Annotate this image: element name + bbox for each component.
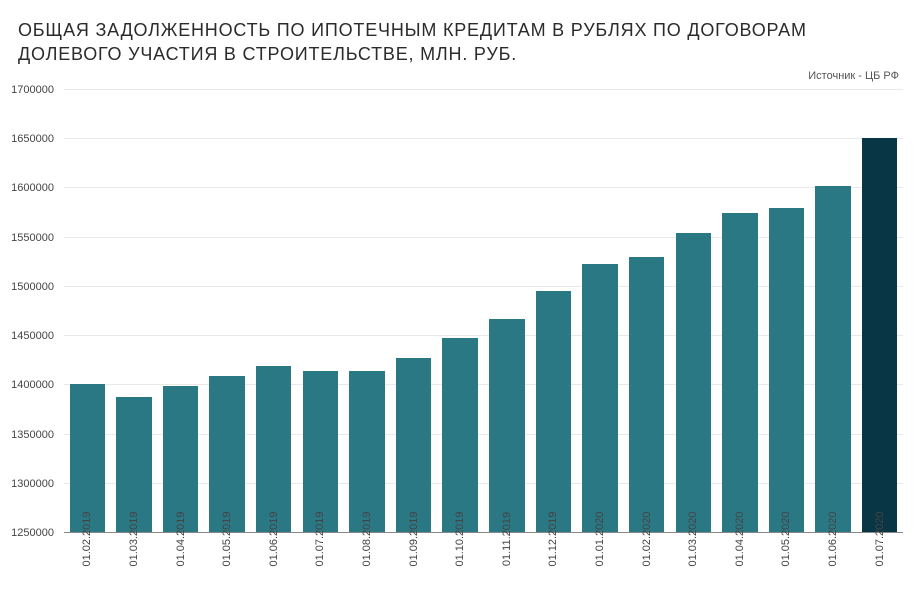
x-tick-label: 01.06.2020 bbox=[827, 511, 839, 566]
x-tick-label: 01.02.2019 bbox=[81, 511, 93, 566]
x-label-wrap: 01.02.2019 bbox=[64, 535, 111, 615]
bar-wrap bbox=[577, 90, 624, 533]
bar bbox=[303, 371, 338, 533]
bar bbox=[629, 257, 664, 533]
y-tick-label: 1350000 bbox=[11, 429, 54, 441]
bar bbox=[442, 338, 477, 533]
x-label-wrap: 01.08.2019 bbox=[344, 535, 391, 615]
bar-wrap bbox=[64, 90, 111, 533]
x-label-wrap: 01.11.2019 bbox=[483, 535, 530, 615]
y-tick-label: 1500000 bbox=[11, 281, 54, 293]
plot-area bbox=[64, 90, 903, 533]
bar-wrap bbox=[623, 90, 670, 533]
x-axis-line bbox=[64, 532, 903, 533]
y-tick-label: 1600000 bbox=[11, 182, 54, 194]
x-tick-label: 01.03.2019 bbox=[128, 511, 140, 566]
bar bbox=[722, 213, 757, 533]
x-tick-label: 01.09.2019 bbox=[408, 511, 420, 566]
bar-wrap bbox=[157, 90, 204, 533]
bar bbox=[396, 358, 431, 533]
bar-wrap bbox=[763, 90, 810, 533]
x-tick-label: 01.05.2019 bbox=[221, 511, 233, 566]
bar-wrap bbox=[717, 90, 764, 533]
bar-wrap bbox=[856, 90, 903, 533]
bar-wrap bbox=[483, 90, 530, 533]
x-label-wrap: 01.05.2020 bbox=[763, 535, 810, 615]
x-tick-label: 01.10.2019 bbox=[454, 511, 466, 566]
x-label-wrap: 01.09.2019 bbox=[390, 535, 437, 615]
bars-group bbox=[64, 90, 903, 533]
x-tick-label: 01.08.2019 bbox=[361, 511, 373, 566]
y-tick-label: 1300000 bbox=[11, 478, 54, 490]
x-label-wrap: 01.03.2020 bbox=[670, 535, 717, 615]
bar bbox=[676, 233, 711, 533]
chart-title: ОБЩАЯ ЗАДОЛЖЕННОСТЬ ПО ИПОТЕЧНЫМ КРЕДИТА… bbox=[18, 18, 897, 67]
x-label-wrap: 01.06.2019 bbox=[250, 535, 297, 615]
y-tick-label: 1450000 bbox=[11, 330, 54, 342]
y-tick-label: 1400000 bbox=[11, 379, 54, 391]
y-tick-label: 1700000 bbox=[11, 84, 54, 96]
x-label-wrap: 01.07.2019 bbox=[297, 535, 344, 615]
x-label-wrap: 01.10.2019 bbox=[437, 535, 484, 615]
bar bbox=[209, 376, 244, 533]
bar-wrap bbox=[530, 90, 577, 533]
x-label-wrap: 01.12.2019 bbox=[530, 535, 577, 615]
x-tick-label: 01.01.2020 bbox=[594, 511, 606, 566]
bar-wrap bbox=[297, 90, 344, 533]
bar bbox=[349, 371, 384, 533]
x-tick-label: 01.06.2019 bbox=[268, 511, 280, 566]
x-label-wrap: 01.02.2020 bbox=[623, 535, 670, 615]
bar bbox=[862, 138, 897, 533]
x-tick-label: 01.07.2020 bbox=[874, 511, 886, 566]
bar-wrap bbox=[437, 90, 484, 533]
bar-wrap bbox=[111, 90, 158, 533]
chart-container: ОБЩАЯ ЗАДОЛЖЕННОСТЬ ПО ИПОТЕЧНЫМ КРЕДИТА… bbox=[0, 0, 915, 615]
x-tick-label: 01.04.2019 bbox=[175, 511, 187, 566]
x-label-wrap: 01.05.2019 bbox=[204, 535, 251, 615]
y-axis-labels: 1250000130000013500001400000145000015000… bbox=[0, 90, 60, 533]
bar bbox=[582, 264, 617, 533]
y-tick-label: 1250000 bbox=[11, 527, 54, 539]
x-label-wrap: 01.01.2020 bbox=[577, 535, 624, 615]
chart-source: Источник - ЦБ РФ bbox=[808, 70, 899, 82]
x-tick-label: 01.12.2019 bbox=[547, 511, 559, 566]
y-tick-label: 1550000 bbox=[11, 232, 54, 244]
bar-wrap bbox=[250, 90, 297, 533]
x-tick-label: 01.05.2020 bbox=[780, 511, 792, 566]
bar-wrap bbox=[670, 90, 717, 533]
x-label-wrap: 01.04.2020 bbox=[717, 535, 764, 615]
bar bbox=[536, 291, 571, 533]
x-label-wrap: 01.03.2019 bbox=[111, 535, 158, 615]
x-label-wrap: 01.07.2020 bbox=[856, 535, 903, 615]
bar-wrap bbox=[204, 90, 251, 533]
bar-wrap bbox=[390, 90, 437, 533]
bar bbox=[815, 186, 850, 533]
x-tick-label: 01.07.2019 bbox=[314, 511, 326, 566]
x-tick-label: 01.11.2019 bbox=[501, 512, 513, 566]
x-tick-label: 01.04.2020 bbox=[734, 511, 746, 566]
bar bbox=[769, 208, 804, 533]
x-tick-label: 01.02.2020 bbox=[641, 511, 653, 566]
y-tick-label: 1650000 bbox=[11, 133, 54, 145]
x-label-wrap: 01.04.2019 bbox=[157, 535, 204, 615]
x-label-wrap: 01.06.2020 bbox=[810, 535, 857, 615]
bar-wrap bbox=[344, 90, 391, 533]
bar bbox=[489, 319, 524, 533]
bar bbox=[256, 366, 291, 533]
x-axis-labels: 01.02.201901.03.201901.04.201901.05.2019… bbox=[64, 535, 903, 615]
x-tick-label: 01.03.2020 bbox=[687, 511, 699, 566]
bar-wrap bbox=[810, 90, 857, 533]
